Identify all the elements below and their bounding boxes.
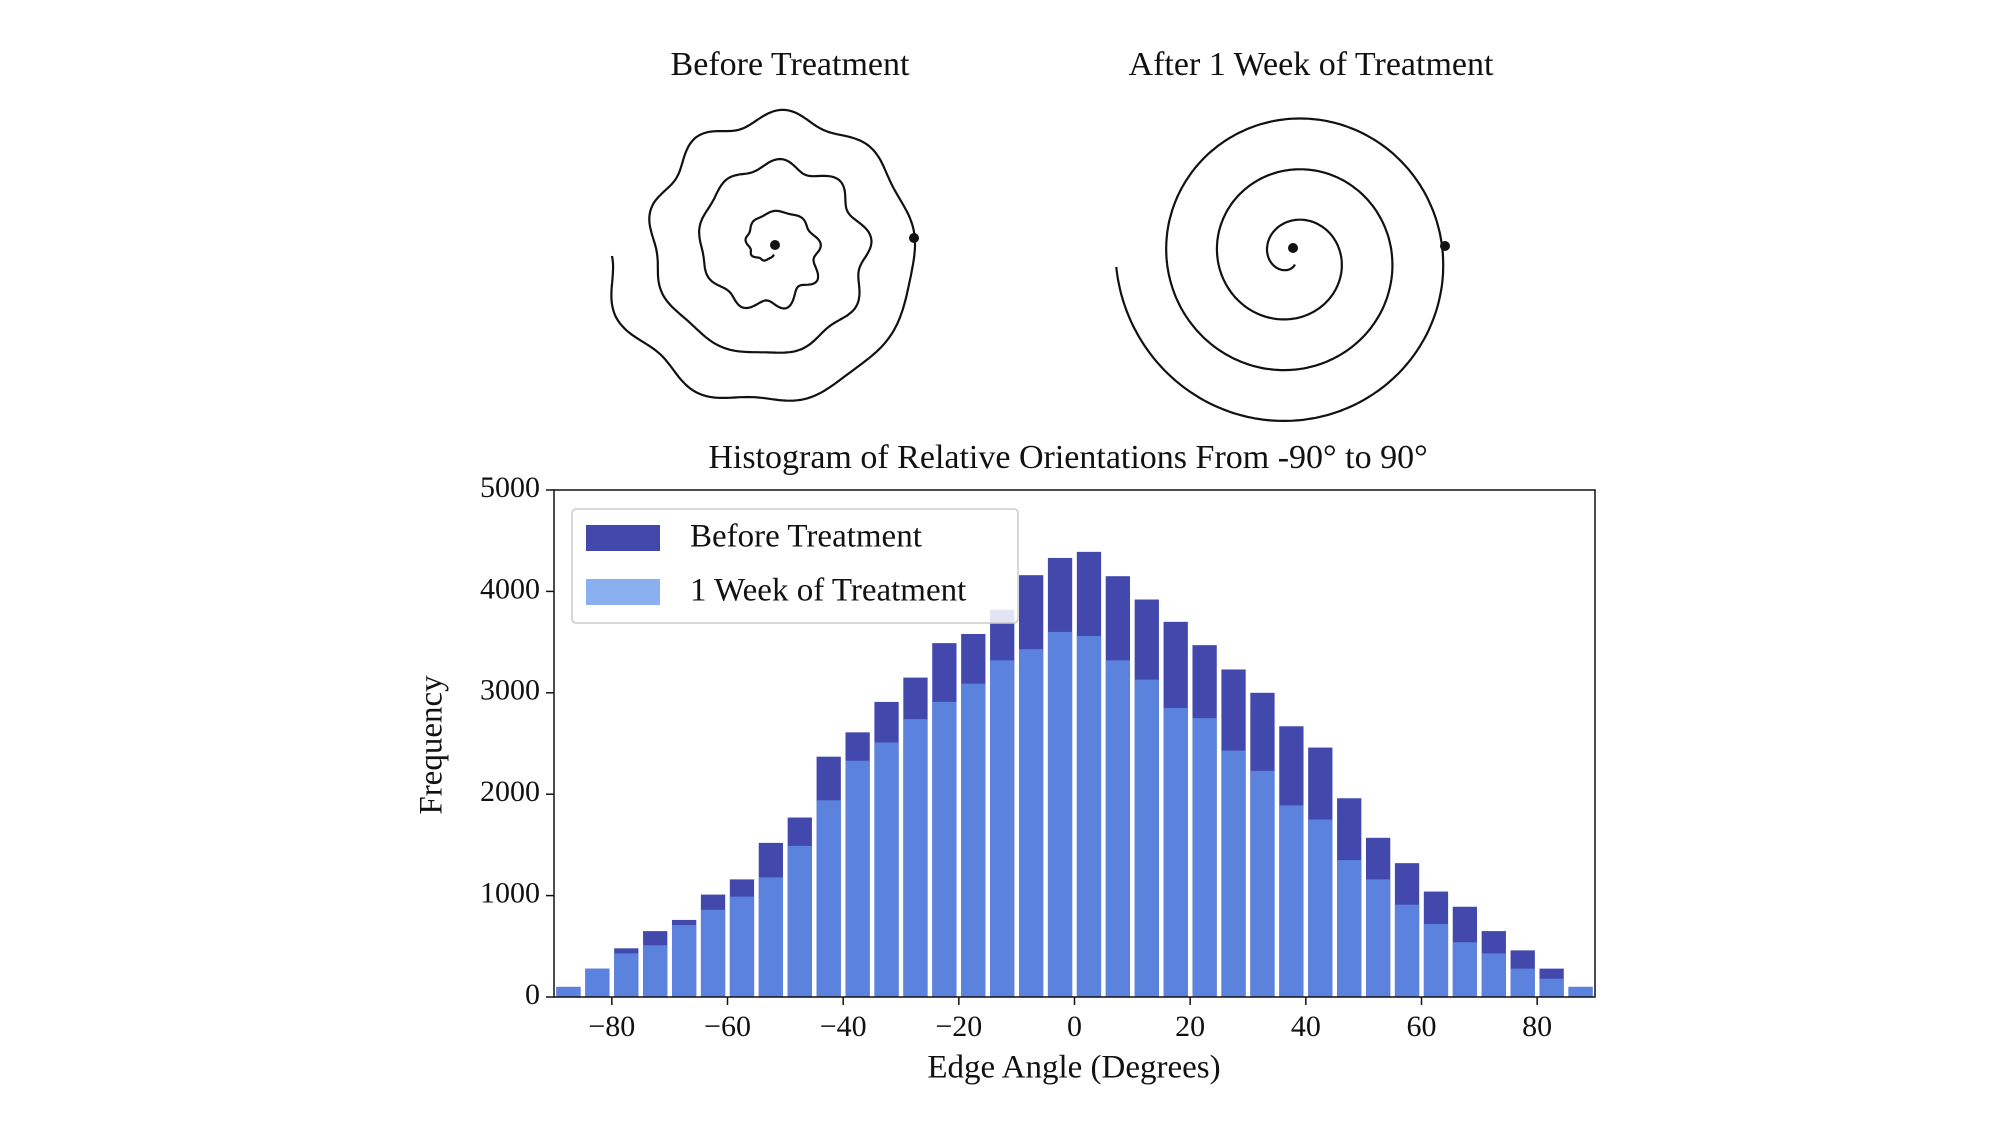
y-tick-label: 2000 <box>480 775 540 808</box>
x-tick-label: 60 <box>1407 1010 1437 1043</box>
y-tick-label: 1000 <box>480 876 540 909</box>
bar <box>671 925 697 997</box>
bar <box>1308 819 1333 997</box>
x-tick-label: 40 <box>1291 1010 1321 1043</box>
x-tick-label: −60 <box>704 1010 751 1043</box>
y-axis-label: Frequency <box>414 675 450 815</box>
x-axis-label: Edge Angle (Degrees) <box>927 1050 1220 1086</box>
bar <box>961 683 986 997</box>
bar <box>1365 879 1391 997</box>
spiral-dot <box>1440 241 1450 251</box>
bar <box>556 986 581 997</box>
bar <box>1163 708 1188 997</box>
bar <box>1076 636 1102 997</box>
bar <box>990 660 1015 997</box>
legend-swatch <box>586 525 660 551</box>
legend-swatch <box>586 579 660 605</box>
bar <box>614 953 639 997</box>
legend-label: 1 Week of Treatment <box>690 573 966 609</box>
x-tick-label: 0 <box>1067 1010 1082 1043</box>
bar <box>1452 942 1478 997</box>
x-tick-label: 80 <box>1522 1010 1552 1043</box>
bar <box>1192 718 1217 997</box>
bar <box>816 800 841 997</box>
y-tick-label: 4000 <box>480 572 540 605</box>
bar <box>1221 750 1246 997</box>
y-tick-label: 5000 <box>480 471 540 504</box>
spiral-dot <box>770 240 780 250</box>
bar <box>643 945 668 997</box>
y-tick-label: 3000 <box>480 674 540 707</box>
y-tick-label: 0 <box>525 978 540 1011</box>
bar <box>1423 923 1449 997</box>
bar <box>932 701 957 997</box>
bar <box>758 877 784 997</box>
bar <box>903 719 928 997</box>
x-tick-label: −20 <box>935 1010 982 1043</box>
bar <box>729 896 755 997</box>
legend-label: Before Treatment <box>690 519 922 555</box>
bar <box>845 760 870 997</box>
bar <box>585 968 610 997</box>
spiral-drawing <box>610 108 917 402</box>
bar <box>1250 770 1275 997</box>
bar <box>1337 860 1362 997</box>
bar <box>1134 679 1159 997</box>
bar <box>700 909 726 997</box>
bar <box>874 742 899 997</box>
bar <box>1279 805 1304 997</box>
legend-box <box>571 508 1019 624</box>
bar <box>1018 649 1044 997</box>
bar <box>1105 660 1131 997</box>
spiral-dot <box>1288 243 1298 253</box>
panel-title: After 1 Week of Treatment <box>1129 46 1494 83</box>
bar <box>1510 968 1535 997</box>
bar-series <box>556 631 1593 997</box>
bar <box>1394 904 1420 997</box>
bar <box>1047 631 1073 997</box>
bar <box>1539 978 1564 997</box>
chart-title: Histogram of Relative Orientations From … <box>708 439 1427 476</box>
x-tick-label: −80 <box>588 1010 635 1043</box>
x-tick-label: 20 <box>1175 1010 1205 1043</box>
bar <box>1481 953 1506 997</box>
spiral-dot <box>909 233 919 243</box>
bar <box>787 845 812 997</box>
spiral-drawing <box>1115 117 1445 422</box>
bar <box>1568 986 1593 997</box>
x-tick-label: −40 <box>820 1010 867 1043</box>
panel-title: Before Treatment <box>671 46 910 83</box>
